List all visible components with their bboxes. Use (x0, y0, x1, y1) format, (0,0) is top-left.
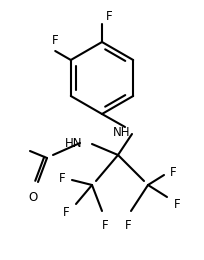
Text: F: F (102, 219, 108, 232)
Text: F: F (59, 172, 66, 185)
Text: F: F (174, 198, 181, 211)
Text: F: F (170, 166, 177, 179)
Text: F: F (106, 10, 112, 23)
Text: F: F (52, 34, 59, 47)
Text: NH: NH (113, 126, 131, 139)
Text: HN: HN (64, 136, 82, 149)
Text: O: O (28, 191, 38, 204)
Text: F: F (125, 219, 131, 232)
Text: F: F (63, 205, 70, 218)
